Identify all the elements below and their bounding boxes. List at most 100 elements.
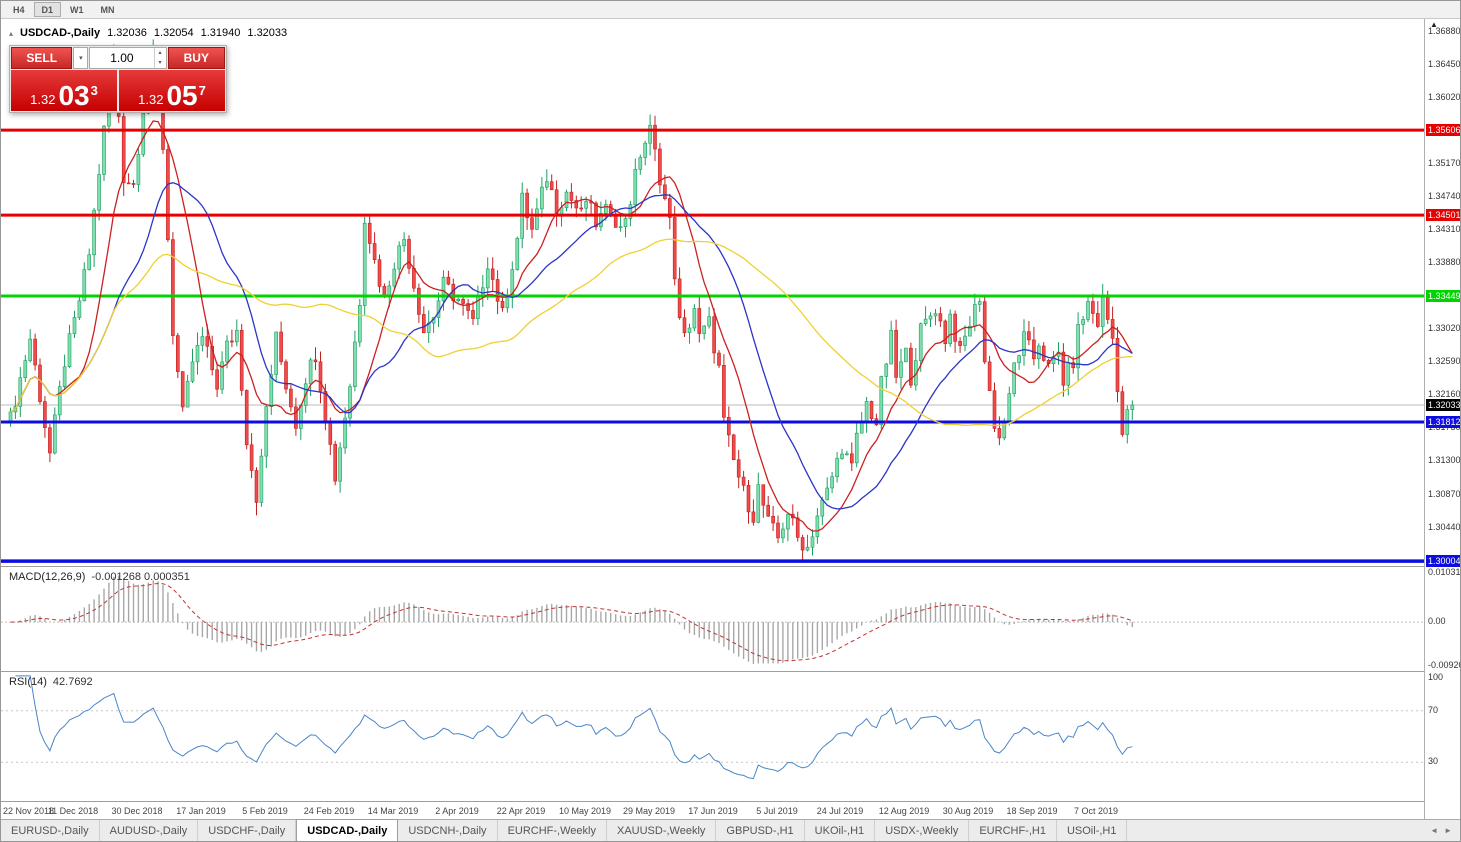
chart-title: ▴ USDCAD-,Daily 1.32036 1.32054 1.31940 … — [9, 27, 287, 39]
level-price-badge-1.33449[interactable]: 1.33449 — [1426, 290, 1460, 302]
ask-price-pips: 05 — [166, 80, 198, 111]
volume-increase-icon[interactable]: ▴ — [158, 50, 162, 56]
price-tick-label: 1.35170 — [1428, 157, 1460, 168]
bid-price-button[interactable]: 1.32 03 3 — [11, 70, 117, 111]
timeframe-h4-button[interactable]: H4 — [13, 5, 25, 15]
ma-mid-blue-line[interactable] — [10, 182, 1133, 510]
macd-histogram — [14, 575, 1134, 664]
ma-slow-yellow-line[interactable] — [10, 238, 1133, 427]
volume-box: ▴ ▾ — [89, 47, 167, 69]
macd-scale-min: -0.009201 — [1428, 659, 1460, 670]
rsi-line[interactable] — [15, 675, 1133, 780]
timeframe-buttons: H4 D1 W1 MN — [5, 2, 124, 17]
date-label: 10 May 2019 — [558, 806, 612, 816]
date-label: 14 Mar 2019 — [367, 806, 419, 816]
date-label: 22 Apr 2019 — [496, 806, 546, 816]
rsi-scale-30: 30 — [1428, 756, 1439, 767]
chart-area[interactable]: ▴ USDCAD-,Daily 1.32036 1.32054 1.31940 … — [1, 19, 1460, 819]
price-axis[interactable]: ▲ 1.36880 1.36450 1.36020 1.35170 1.34740 1.3… — [1424, 19, 1460, 819]
timeframe-w1-button[interactable]: W1 — [70, 5, 84, 15]
bid-price-major: 1.32 — [30, 92, 56, 107]
price-tick-label: 1.34740 — [1428, 190, 1460, 201]
panel-separator — [1, 801, 1460, 802]
symbol-tab-eurusd[interactable]: EURUSD-,Daily — [1, 820, 100, 841]
volume-input[interactable] — [90, 48, 154, 68]
symbol-tab-usdcad[interactable]: USDCAD-,Daily — [296, 819, 399, 841]
bid-price-pips: 03 — [58, 80, 90, 111]
symbol-tab-usdcnh[interactable]: USDCNH-,Daily — [398, 820, 498, 841]
tab-scroll-right-icon[interactable]: ► — [1444, 826, 1452, 835]
ohlc-open: 1.32036 — [107, 27, 147, 39]
date-label: 12 Aug 2019 — [878, 806, 930, 816]
autoscroll-marker-icon[interactable]: ▲ — [1430, 20, 1438, 29]
sell-button[interactable]: SELL — [11, 47, 73, 69]
date-label: 29 May 2019 — [622, 806, 676, 816]
price-tick-label: 1.30440 — [1428, 521, 1460, 532]
price-chart[interactable] — [1, 19, 1426, 566]
candlesticks — [8, 39, 1135, 563]
price-tick-label: 1.32590 — [1428, 356, 1460, 367]
price-tick-label: 1.36450 — [1428, 59, 1460, 70]
ma-fast-red-line[interactable] — [10, 120, 1133, 532]
symbol-tab-usoil[interactable]: USOil-,H1 — [1057, 820, 1128, 841]
price-tick-label: 1.30870 — [1428, 488, 1460, 499]
date-label: 11 Dec 2018 — [47, 806, 99, 816]
price-tick-label: 1.33020 — [1428, 323, 1460, 333]
current-price-badge: 1.32033 — [1426, 399, 1460, 411]
time-axis[interactable]: 22 Nov 2018 11 Dec 2018 30 Dec 2018 17 Jan … — [1, 802, 1426, 819]
date-label: 18 Sep 2019 — [1006, 806, 1058, 816]
date-label: 30 Aug 2019 — [942, 806, 994, 816]
macd-chart[interactable] — [1, 567, 1426, 671]
ohlc-low: 1.31940 — [200, 27, 241, 39]
timeframe-d1-button[interactable]: D1 — [33, 2, 62, 17]
rsi-value: 42.7692 — [52, 676, 93, 688]
chart-tabs-bar: EURUSD-,Daily AUDUSD-,Daily USDCHF-,Daily U… — [1, 819, 1460, 841]
date-label: 7 Oct 2019 — [1073, 806, 1119, 816]
macd-scale-zero: 0.00 — [1428, 616, 1446, 627]
chart-symbol-label: USDCAD-,Daily — [20, 27, 101, 39]
rsi-scale-70: 70 — [1428, 704, 1439, 715]
rsi-chart[interactable] — [1, 672, 1426, 801]
level-price-badge-1.34501[interactable]: 1.34501 — [1426, 209, 1460, 222]
level-price-badge-1.31812[interactable]: 1.31812 — [1426, 416, 1460, 428]
price-tick-label: 1.32160 — [1428, 389, 1460, 400]
ohlc-high: 1.32054 — [153, 27, 194, 39]
symbol-tab-eurchf[interactable]: EURCHF-,Weekly — [498, 820, 607, 841]
symbol-tab-ukoil[interactable]: UKOil-,H1 — [805, 820, 876, 841]
rsi-name: RSI(14) — [9, 676, 47, 688]
tab-scroll-left-icon[interactable]: ◄ — [1430, 826, 1439, 835]
macd-values: -0.001268 0.000351 — [91, 571, 190, 583]
volume-spinner: ▴ ▾ — [153, 48, 166, 68]
level-price-badge-1.35606[interactable]: 1.35606 — [1426, 124, 1460, 137]
buy-button[interactable]: BUY — [167, 47, 226, 69]
symbol-tab-eurchf[interactable]: EURCHF-,H1 — [969, 820, 1057, 841]
symbol-tab-usdx[interactable]: USDX-,Weekly — [875, 820, 970, 841]
chevron-down-icon: ▾ — [79, 55, 83, 62]
timeframe-mn-button[interactable]: MN — [100, 5, 115, 15]
date-label: 2 Apr 2019 — [435, 806, 479, 816]
one-click-trading-panel: SELL ▾ ▴ ▾ BUY 1.32 03 3 1.3 — [9, 45, 227, 113]
date-label: 30 Dec 2018 — [111, 806, 163, 816]
symbol-tab-xauusd[interactable]: XAUUSD-,Weekly — [607, 820, 717, 841]
price-tick-label: 1.31300 — [1428, 455, 1460, 466]
symbol-tab-usdchf[interactable]: USDCHF-,Daily — [198, 820, 297, 841]
symbol-tab-audusd[interactable]: AUDUSD-,Daily — [100, 820, 199, 841]
macd-signal-line[interactable] — [10, 582, 1133, 662]
ask-price-major: 1.32 — [138, 92, 164, 107]
timeframe-toolbar: H4 D1 W1 MN — [1, 1, 1460, 19]
chart-collapse-icon[interactable]: ▴ — [9, 28, 14, 38]
price-tick-label: 1.36880 — [1428, 26, 1460, 37]
symbol-tab-gbpusd[interactable]: GBPUSD-,H1 — [716, 820, 805, 841]
date-label: 5 Jul 2019 — [756, 806, 798, 816]
price-tick-label: 1.34310 — [1428, 223, 1460, 234]
order-options-dropdown[interactable]: ▾ — [73, 47, 89, 69]
level-price-badge-1.30004[interactable]: 1.30004 — [1426, 555, 1460, 568]
date-label: 17 Jun 2019 — [688, 806, 738, 816]
panel-separator[interactable] — [1, 566, 1460, 567]
panel-separator[interactable] — [1, 671, 1460, 672]
ask-price-button[interactable]: 1.32 05 7 — [119, 70, 225, 111]
macd-indicator-label: MACD(12,26,9) -0.001268 0.000351 — [9, 571, 190, 583]
date-label: 17 Jan 2019 — [176, 806, 226, 816]
volume-decrease-icon[interactable]: ▾ — [158, 60, 162, 66]
macd-name: MACD(12,26,9) — [9, 571, 86, 583]
